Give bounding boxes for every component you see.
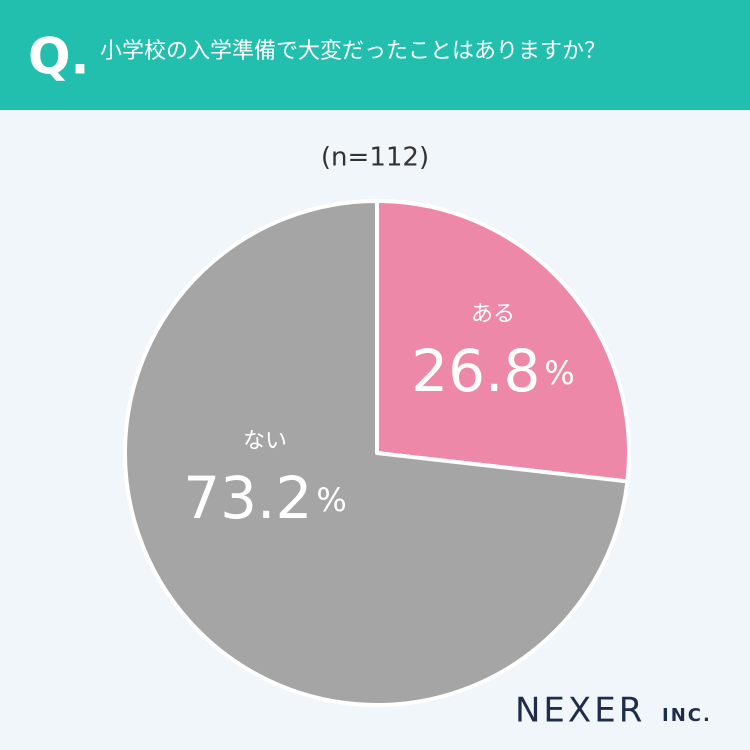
pie-slice [375, 199, 631, 484]
value-label: 73.2% [183, 464, 347, 532]
pie-slice [123, 199, 630, 707]
header-band [0, 0, 750, 110]
logo-suffix: INC. [662, 705, 712, 726]
pie [123, 199, 631, 707]
category-label: ある [471, 302, 515, 327]
value-label: 26.8% [411, 337, 575, 405]
logo: NEXER [515, 691, 645, 731]
question-mark: Q. [28, 28, 90, 86]
category-label: ない [243, 429, 287, 454]
chart-title: 小学校の入学準備で大変だったことはありますか？ [100, 39, 606, 64]
subtitle: (n=112) [321, 143, 429, 173]
